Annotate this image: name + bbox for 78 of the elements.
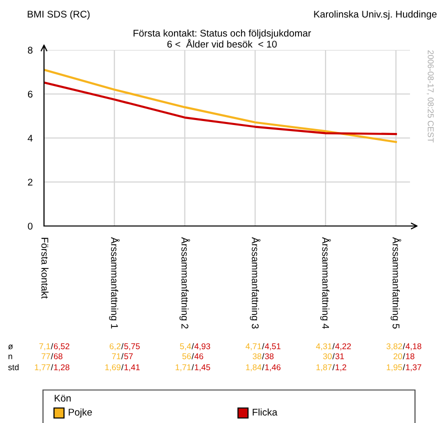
text: 30 xyxy=(323,353,332,360)
text: 7,1 xyxy=(39,343,50,350)
text: 1,37 xyxy=(406,364,422,372)
text: 56 xyxy=(182,353,191,360)
text: 1,71 xyxy=(176,364,191,372)
text: 2006-08-17, 08:25 CEST xyxy=(426,50,434,142)
line-series xyxy=(44,68,397,144)
y-tick-label: 8 xyxy=(28,46,32,54)
text: / xyxy=(262,343,264,350)
y-tick-label: 0 xyxy=(28,222,33,230)
legend-label: Flicka xyxy=(252,408,278,416)
text: 31 xyxy=(335,353,344,360)
text: 71 xyxy=(112,353,120,360)
x-tick-label: Årssammanfattning 1 xyxy=(109,237,120,328)
chart-title: Första kontakt: Status och följdsjukdomar xyxy=(134,29,312,39)
text: 1,28 xyxy=(54,364,70,372)
text: 5,4 xyxy=(180,343,192,350)
text: / xyxy=(332,343,335,350)
text: 38 xyxy=(264,353,274,360)
y-tick-label: 6 xyxy=(28,90,32,98)
text: / xyxy=(50,364,54,370)
text: 1,84 xyxy=(246,364,262,372)
text: 5,75 xyxy=(124,343,140,350)
text: std xyxy=(8,364,19,370)
text: 46 xyxy=(194,353,204,360)
text: / xyxy=(402,364,406,370)
x-tick-label: Årssammanfattning 3 xyxy=(250,237,260,329)
text: n xyxy=(8,354,12,360)
text: 4,51 xyxy=(264,343,280,350)
x-tick-label: Årssammanfattning 5 xyxy=(390,237,402,329)
text: 57 xyxy=(124,353,133,360)
x-tick-label: Årssammanfattning 2 xyxy=(180,237,190,328)
text: / xyxy=(121,364,124,370)
text: 4,31 xyxy=(316,343,332,350)
text: Karolinska Univ.sj. Huddinge xyxy=(314,10,437,20)
text: 1,41 xyxy=(124,364,140,372)
text: 6,52 xyxy=(54,343,70,350)
text: / xyxy=(402,353,406,360)
text: / xyxy=(192,353,194,360)
text: 1,77 xyxy=(34,364,50,372)
text: 68 xyxy=(54,353,62,360)
text: / xyxy=(332,364,335,370)
text: / xyxy=(262,364,264,370)
legend-label: Pojke xyxy=(68,408,92,418)
text: / xyxy=(50,343,54,350)
text: 77 xyxy=(42,353,50,360)
text: ø xyxy=(8,344,13,350)
text: 4,71 xyxy=(246,343,262,350)
text: / xyxy=(192,364,194,370)
text: 3,82 xyxy=(386,343,402,350)
text: / xyxy=(192,343,194,350)
y-tick-label: 2 xyxy=(28,178,32,186)
x-tick-label: Första kontakt xyxy=(41,238,49,299)
text: 1,2 xyxy=(336,364,346,372)
text: 1,45 xyxy=(194,364,210,372)
text: / xyxy=(332,353,335,360)
text: 4,18 xyxy=(406,343,422,350)
text: 6,2 xyxy=(110,343,120,350)
text: 1,46 xyxy=(265,364,281,372)
chart-subtitle: 6 < Ålder vid besök < 10 xyxy=(167,38,277,48)
text: / xyxy=(121,353,124,360)
text: 1,95 xyxy=(386,364,402,372)
text: 4,93 xyxy=(194,343,210,350)
line-series xyxy=(44,82,397,136)
text: / xyxy=(262,353,264,360)
text: / xyxy=(402,343,406,350)
text: / xyxy=(50,353,54,360)
x-tick-label: Årssammanfattning 4 xyxy=(320,237,331,329)
text: 18 xyxy=(406,353,414,360)
y-axis-title: BMI SDS (RC) xyxy=(28,10,90,20)
text: 4,22 xyxy=(335,343,351,350)
text: 38 xyxy=(252,353,262,360)
text: 1,87 xyxy=(316,364,332,372)
y-tick-label: 4 xyxy=(28,134,33,142)
text: 20 xyxy=(394,353,402,360)
legend-title: Kön xyxy=(54,394,71,402)
text: 1,69 xyxy=(105,364,120,372)
text: / xyxy=(121,343,124,350)
